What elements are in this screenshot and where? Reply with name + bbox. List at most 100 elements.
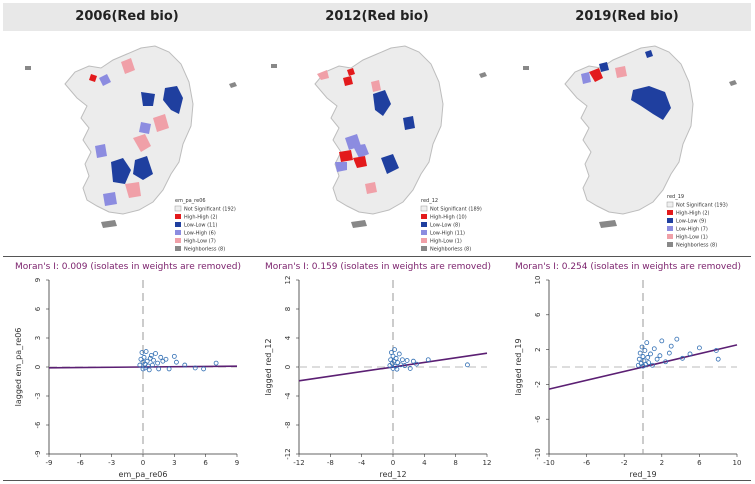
y-tick-label: 6: [34, 306, 42, 311]
data-point: [396, 351, 402, 357]
legend-item-label: High-High (2): [676, 211, 710, 217]
data-point: [395, 360, 401, 366]
data-point: [146, 367, 152, 373]
legend-item-label: High-High (10): [430, 215, 467, 221]
y-axis-label: lagged em_pa_re06: [14, 328, 23, 407]
x-tick-label: -9: [46, 459, 53, 467]
legend-item-label: Low-High (11): [430, 231, 465, 237]
data-point: [155, 360, 161, 366]
x-tick-label: -4: [358, 459, 366, 467]
data-point: [637, 350, 643, 356]
moran-scatter-2006: -9 -6 -3 0 3 6 9 -9 -6 -3 0 3 6 9 em_pa_re06 lagged em_…: [14, 278, 239, 479]
x-tick-label: 3: [172, 459, 176, 467]
data-point: [414, 361, 419, 367]
data-point: [407, 366, 413, 371]
data-point: [648, 351, 653, 357]
legend-item-label: Neighborless (8): [184, 247, 225, 253]
data-point: [666, 350, 672, 356]
data-point: [410, 358, 416, 364]
data-point: [143, 349, 149, 354]
section-divider: [3, 256, 751, 257]
y-tick-label: 6: [534, 312, 542, 317]
legend-item-label: Not Significant (192): [184, 207, 236, 213]
data-point: [651, 346, 657, 352]
data-point: [663, 359, 668, 365]
x-tick-label: 8: [453, 459, 457, 467]
legend-item-label: Not Significant (193): [676, 203, 728, 209]
x-axis-label: em_pa_re06: [119, 470, 168, 479]
x-tick-label: 10: [733, 459, 742, 467]
data-point: [156, 366, 162, 372]
legend-item-label: High-Low (7): [184, 239, 216, 245]
data-point: [668, 343, 674, 349]
legend-item-label: Neighborless (8): [430, 247, 471, 253]
korea-outline: [523, 45, 737, 228]
moran-text-2006: Moran's I: 0.009 (isolates in weights ar…: [14, 262, 241, 272]
legend-variable: red_19: [667, 194, 684, 200]
data-point: [201, 366, 206, 372]
korea-outline: [271, 45, 487, 228]
korea-outline: [25, 45, 237, 228]
x-tick-label: -6: [77, 459, 85, 467]
data-point: [680, 355, 685, 361]
data-point: [636, 356, 642, 362]
data-point: [158, 354, 164, 360]
data-point: [174, 359, 179, 365]
y-tick-label: 9: [34, 278, 42, 282]
data-point: [659, 338, 665, 344]
lisa-map-2019: red_19 Not Significant (193) High-High (…: [523, 45, 737, 249]
y-axis-label: lagged red_12: [264, 338, 273, 395]
panel-title-2019: 2019(Red bio): [575, 9, 679, 24]
legend-item-label: Neighborless (8): [676, 243, 717, 249]
x-tick-label: -12: [293, 459, 304, 467]
lisa-map-2006: em_pa_re06 Not Significant (192) High-Hi…: [25, 45, 237, 253]
y-tick-label: -3: [34, 393, 42, 400]
y-tick-label: 2: [534, 347, 542, 351]
moran-scatter-2012: -12 -8 -4 0 4 8 12 -12 -8 -4 0 4 8 12 red_12 lagged red…: [264, 276, 491, 479]
legend-item-label: Low-High (7): [676, 227, 708, 233]
y-tick-label: -6: [534, 415, 542, 423]
data-point: [645, 355, 651, 360]
title-bar: 2006(Red bio) 2012(Red bio) 2019(Red bio…: [3, 3, 751, 31]
data-point: [144, 358, 150, 364]
x-tick-label: 6: [203, 459, 208, 467]
data-point: [166, 366, 172, 372]
data-point: [715, 356, 721, 362]
data-point: [639, 344, 645, 350]
x-tick-label: 0: [391, 459, 395, 467]
x-tick-label: -8: [327, 459, 334, 467]
y-tick-label: -9: [34, 451, 42, 458]
moran-text-2012: Moran's I: 0.159 (isolates in weights ar…: [264, 262, 491, 272]
y-tick-label: -12: [284, 448, 292, 459]
regression-line: [298, 352, 488, 382]
data-point: [696, 345, 702, 351]
data-point: [654, 356, 660, 362]
moran-scatter-2019: -10 -6 -2 2 6 10 -10 -6 -2 2 6 10 red_19 lagged red_1…: [514, 276, 742, 479]
legend-item-label: Low-Low (8): [430, 223, 460, 229]
y-tick-label: -10: [534, 448, 542, 459]
legend-item-label: Low-Low (11): [184, 223, 217, 229]
data-point: [404, 358, 410, 363]
legend-item-label: Low-Low (9): [676, 219, 706, 225]
x-tick-label: 6: [697, 459, 702, 467]
legend-item-label: High-Low (1): [430, 239, 462, 245]
data-point: [393, 355, 399, 361]
data-point: [646, 360, 652, 366]
data-point: [153, 351, 158, 356]
data-point: [141, 354, 147, 360]
data-point: [394, 366, 400, 372]
legend-item-label: Low-High (6): [184, 231, 216, 237]
data-point: [148, 353, 154, 358]
data-point: [425, 357, 431, 363]
data-point: [171, 353, 177, 359]
y-tick-label: -2: [534, 381, 542, 388]
bottom-border: [3, 480, 751, 481]
y-tick-label: 4: [284, 335, 292, 340]
y-tick-label: 0: [284, 365, 292, 369]
panel-title-2012: 2012(Red bio): [325, 9, 429, 24]
regression-line: [548, 344, 738, 390]
legend-item-label: High-Low (1): [676, 235, 708, 241]
x-tick-label: 4: [422, 459, 427, 467]
legend-variable: em_pa_re06: [175, 198, 206, 204]
data-point: [192, 365, 198, 371]
